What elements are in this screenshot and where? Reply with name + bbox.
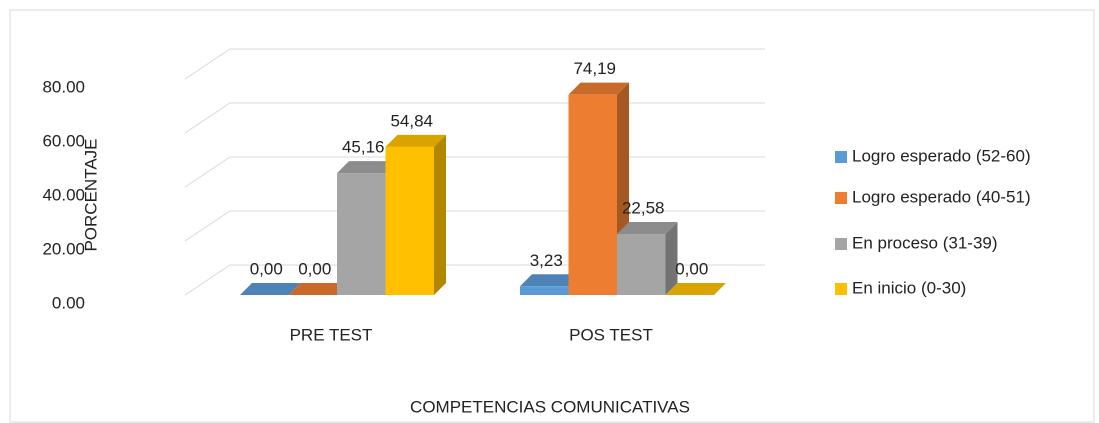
bar-top [240, 283, 301, 295]
value-label: 0,00 [298, 259, 331, 278]
bar-front [385, 146, 434, 295]
value-label: 0,00 [250, 259, 283, 278]
bar [240, 283, 301, 295]
value-label: 45,16 [342, 138, 385, 157]
bar-top [665, 283, 726, 295]
bar-top [568, 82, 629, 95]
legend-label: Logro esperado (40-51) [852, 187, 1031, 206]
legend-swatch [835, 151, 847, 163]
bar-top [385, 134, 446, 147]
value-label: 0,00 [675, 259, 708, 278]
bar-front [337, 173, 386, 295]
legend-label: En inicio (0-30) [852, 278, 966, 297]
bar [617, 222, 678, 295]
legend-swatch [835, 238, 847, 250]
bar-top [288, 283, 349, 295]
bar-front [520, 286, 569, 295]
legend-label: Logro esperado (52-60) [852, 146, 1031, 165]
x-axis-label: COMPETENCIAS COMUNICATIVAS [410, 397, 690, 416]
bar-top [520, 274, 581, 287]
bar-side [665, 222, 678, 295]
y-tick-label: 80.00 [42, 77, 85, 96]
legend-swatch [835, 283, 847, 295]
legend-swatch [835, 192, 847, 204]
bar [288, 283, 349, 295]
x-tick-label: POS TEST [569, 325, 653, 344]
y-tick-label: 40.00 [42, 185, 85, 204]
y-tick-label: 20.00 [42, 239, 85, 258]
value-label: 54,84 [390, 111, 433, 130]
bar-side [434, 134, 446, 295]
bar [568, 82, 629, 295]
y-tick-label: 0.00 [52, 293, 85, 312]
y-tick-label: 60.00 [42, 131, 85, 150]
value-label: 22,58 [622, 199, 665, 218]
y-axis-label: PORCENTAJE [81, 138, 100, 251]
bar [665, 283, 726, 295]
x-tick-label: PRE TEST [290, 325, 373, 344]
grid-line [184, 48, 765, 80]
value-label: 74,19 [573, 59, 616, 78]
bar-top [337, 161, 398, 174]
bar-top [617, 222, 678, 235]
legend-label: En proceso (31-39) [852, 233, 998, 252]
chart-frame [9, 9, 1095, 423]
bar [385, 134, 446, 295]
bar-front [617, 234, 666, 295]
value-label: 3,23 [530, 251, 563, 270]
bar-front [568, 94, 617, 295]
